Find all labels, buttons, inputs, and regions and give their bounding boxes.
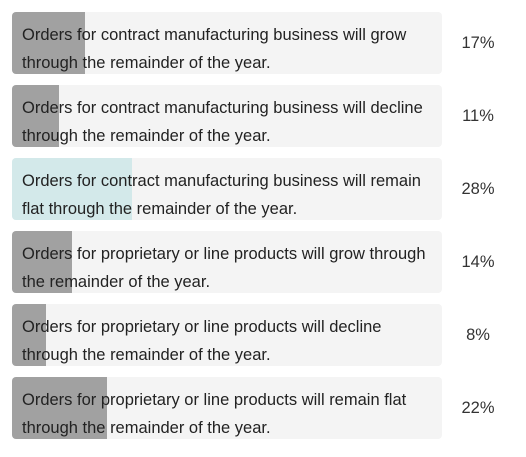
poll-option-percentage: 28% <box>461 180 495 198</box>
poll-option-bar <box>12 158 133 220</box>
poll-option-bar-track: Orders for proprietary or line products … <box>12 304 442 366</box>
poll-option-bar-track: Orders for contract manufacturing busine… <box>12 85 442 147</box>
poll-option-row: Orders for proprietary or line products … <box>12 377 512 439</box>
poll-option-bar-track: Orders for contract manufacturing busine… <box>12 158 442 220</box>
poll-option-row: Orders for proprietary or line products … <box>12 231 512 293</box>
poll-option-bar <box>12 377 107 439</box>
poll-option-bar <box>12 231 73 293</box>
poll-results: Orders for contract manufacturing busine… <box>12 12 512 439</box>
poll-option-row: Orders for proprietary or line products … <box>12 304 512 366</box>
poll-option-percentage: 8% <box>466 326 490 344</box>
poll-option-percentage: 17% <box>461 34 495 52</box>
poll-option-label: Orders for proprietary or line products … <box>22 245 426 291</box>
poll-option-bar <box>12 304 47 366</box>
poll-option-bar-track: Orders for proprietary or line products … <box>12 377 442 439</box>
poll-option-label: Orders for proprietary or line products … <box>22 391 407 437</box>
poll-option-row: Orders for contract manufacturing busine… <box>12 158 512 220</box>
poll-option-bar-track: Orders for contract manufacturing busine… <box>12 12 442 74</box>
poll-option-label: Orders for contract manufacturing busine… <box>22 99 423 145</box>
poll-option-label: Orders for proprietary or line products … <box>22 318 382 364</box>
poll-option-label: Orders for contract manufacturing busine… <box>22 26 407 72</box>
poll-option-label: Orders for contract manufacturing busine… <box>22 172 421 218</box>
poll-option-percentage: 11% <box>462 107 494 125</box>
poll-option-bar <box>12 85 60 147</box>
poll-option-bar <box>12 12 86 74</box>
poll-option-row: Orders for contract manufacturing busine… <box>12 12 512 74</box>
poll-option-bar-track: Orders for proprietary or line products … <box>12 231 442 293</box>
poll-option-percentage: 22% <box>461 399 495 417</box>
poll-option-row: Orders for contract manufacturing busine… <box>12 85 512 147</box>
poll-option-percentage: 14% <box>461 253 495 271</box>
